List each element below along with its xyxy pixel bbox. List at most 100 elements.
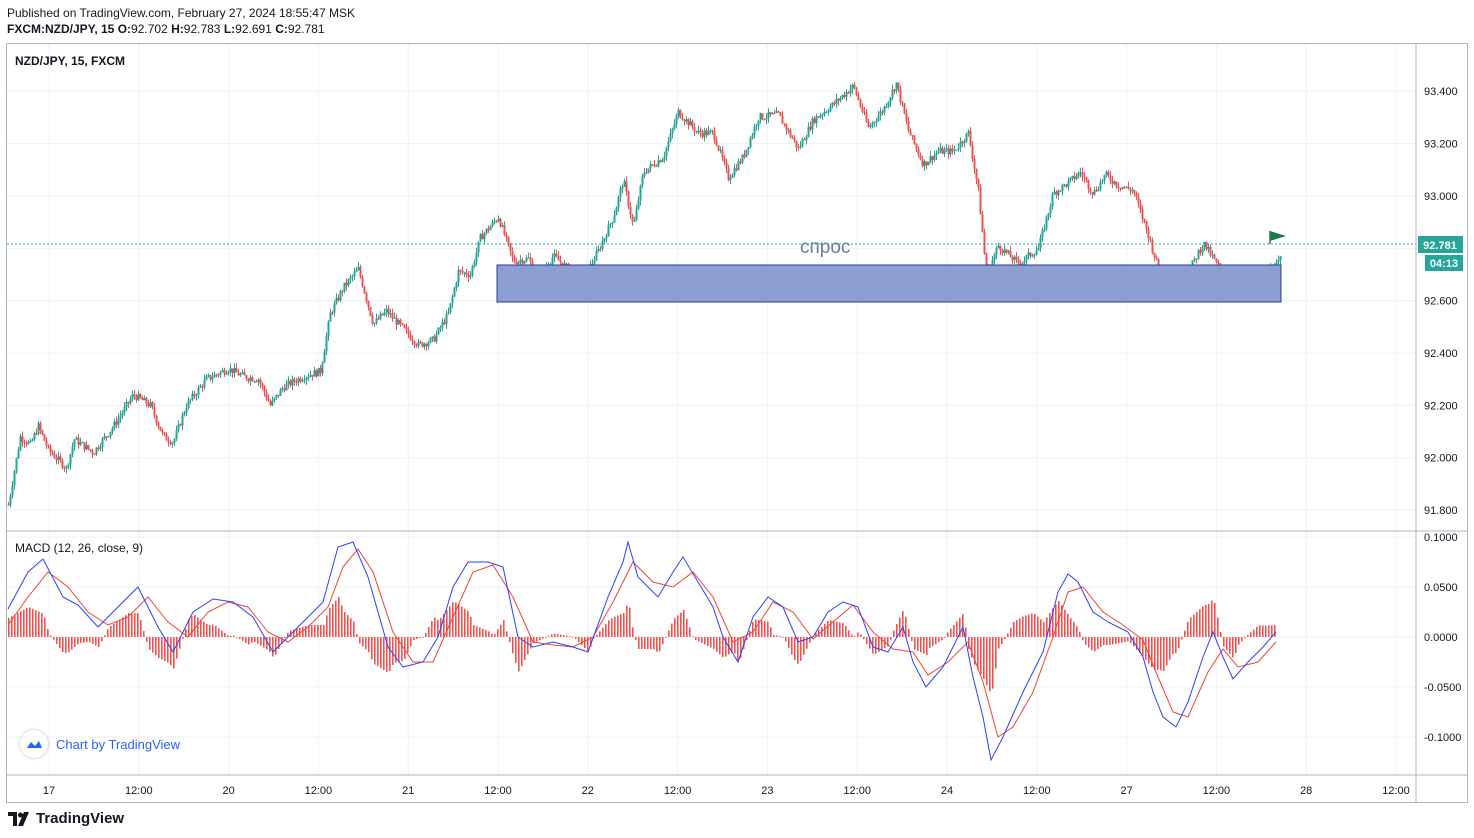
- candle-body: [1111, 180, 1114, 184]
- candle-body: [1093, 190, 1096, 195]
- candle-body: [207, 375, 210, 377]
- candle-body: [183, 412, 186, 415]
- candle-body: [993, 254, 996, 261]
- candle-body: [951, 148, 954, 152]
- candle-body: [459, 270, 462, 272]
- candle-body: [477, 241, 480, 253]
- macd-histogram-bar: [446, 610, 448, 637]
- demand-zone[interactable]: [496, 264, 1282, 303]
- candle-body: [363, 286, 366, 294]
- macd-histogram-bar: [92, 637, 94, 644]
- macd-histogram-bar: [26, 608, 28, 637]
- chart-frame: [6, 43, 1468, 803]
- macd-histogram-bar: [1151, 637, 1153, 668]
- candle-body: [57, 456, 60, 460]
- macd-histogram-bar: [515, 637, 517, 663]
- price-tick-label: 92.600: [1424, 296, 1458, 308]
- macd-histogram-bar: [992, 637, 994, 689]
- macd-histogram-bar: [602, 627, 604, 637]
- macd-histogram-bar: [914, 637, 916, 650]
- macd-histogram-bar: [1202, 606, 1204, 637]
- candle-body: [105, 436, 108, 438]
- macd-histogram-bar: [1178, 637, 1180, 648]
- macd-histogram-bar: [350, 618, 352, 637]
- macd-histogram-bar: [131, 613, 133, 637]
- macd-histogram-bar: [683, 610, 685, 637]
- candle-body: [1213, 254, 1216, 259]
- macd-histogram-bar: [776, 635, 778, 637]
- macd-histogram-bar: [194, 615, 196, 637]
- candle-body: [345, 282, 348, 286]
- macd-histogram-bar: [665, 637, 667, 638]
- macd-histogram-bar: [989, 637, 991, 692]
- candle-body: [747, 147, 750, 150]
- flag-icon[interactable]: [1269, 231, 1286, 244]
- candle-body: [275, 394, 278, 398]
- candle-body: [509, 243, 512, 252]
- macd-histogram-bar: [1043, 622, 1045, 637]
- time-tick-label: 22: [582, 785, 594, 797]
- candle-body: [267, 398, 270, 402]
- candle-body: [559, 260, 562, 263]
- macd-histogram-bar: [878, 637, 880, 652]
- macd-histogram-bar: [1205, 604, 1207, 637]
- macd-histogram-bar: [263, 637, 265, 648]
- macd-histogram-bar: [995, 637, 997, 669]
- candle-body: [937, 151, 940, 154]
- chart-by-tradingview[interactable]: Chart by TradingView: [20, 730, 180, 758]
- macd-histogram-bar: [95, 637, 97, 646]
- macd-histogram-bar: [62, 637, 64, 653]
- candle-body: [973, 159, 976, 169]
- candle-body: [927, 162, 930, 166]
- macd-histogram-bar: [332, 604, 334, 637]
- candle-body: [315, 370, 318, 377]
- symbol-label: FXCM:NZD/JPY, 15: [7, 22, 115, 36]
- price-tick-label: 91.800: [1424, 505, 1458, 517]
- candle-body: [127, 401, 130, 404]
- candle-body: [743, 154, 746, 157]
- macd-histogram-bar: [383, 637, 385, 670]
- candle-body: [745, 149, 748, 157]
- macd-histogram-bar: [764, 621, 766, 637]
- candle-body: [305, 377, 308, 381]
- time-tick-label: 12:00: [843, 785, 871, 797]
- macd-histogram-bar: [188, 619, 190, 637]
- macd-histogram-bar: [1097, 637, 1099, 650]
- candle-body: [853, 84, 856, 88]
- macd-histogram-bar: [254, 637, 256, 643]
- candle-body: [623, 181, 626, 187]
- candle-body: [491, 221, 494, 227]
- candle-body: [193, 393, 196, 397]
- macd-histogram-bar: [470, 616, 472, 637]
- macd-histogram-bar: [245, 637, 247, 643]
- candle-body: [903, 103, 906, 114]
- candle-body: [79, 442, 82, 445]
- macd-histogram-bar: [659, 637, 661, 652]
- footer-brand[interactable]: TradingView: [8, 810, 124, 827]
- time-tick-label: 28: [1300, 785, 1312, 797]
- price-tick-label: 92.000: [1424, 453, 1458, 465]
- candle-body: [151, 402, 154, 408]
- candle-body: [863, 111, 866, 113]
- candle-body: [373, 323, 376, 325]
- candle-body: [691, 121, 694, 127]
- macd-histogram-bar: [71, 637, 73, 650]
- candle-body: [687, 119, 690, 126]
- candle-body: [33, 433, 36, 440]
- candle-body: [519, 259, 522, 262]
- candle-body: [123, 406, 126, 413]
- macd-histogram-bar: [707, 637, 709, 646]
- candle-body: [797, 147, 800, 149]
- candle-body: [909, 130, 912, 136]
- candle-body: [695, 131, 698, 133]
- candle-body: [91, 450, 94, 454]
- time-tick-label: 12:00: [1023, 785, 1051, 797]
- macd-histogram-bar: [134, 613, 136, 637]
- macd-histogram-bar: [737, 637, 739, 662]
- candle-body: [865, 112, 868, 122]
- macd-histogram-bar: [752, 622, 754, 637]
- candle-body: [333, 303, 336, 313]
- time-tick-label: 12:00: [125, 785, 153, 797]
- time-tick-label: 23: [761, 785, 773, 797]
